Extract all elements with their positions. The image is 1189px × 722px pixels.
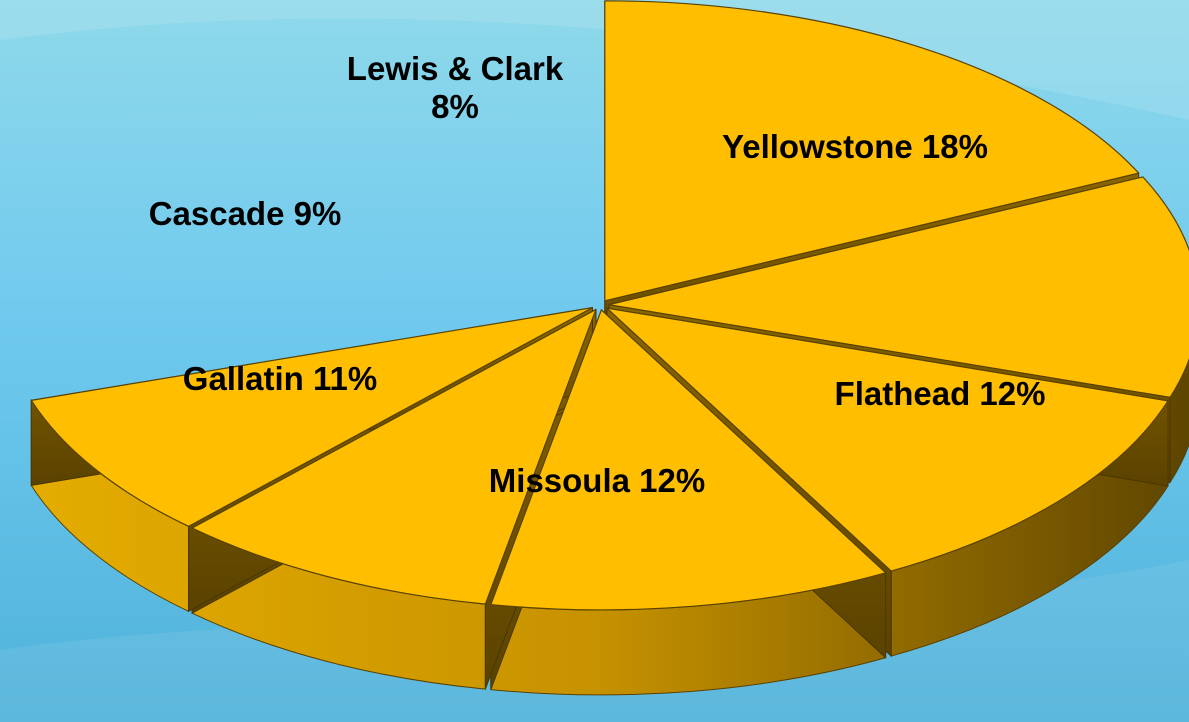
pie-slice-cascade: [191, 308, 597, 605]
pie-slice-flathead: [608, 176, 1189, 398]
pie-slice-gallatin: [490, 309, 887, 611]
pie-slice-lewis-and-clark: [30, 307, 594, 527]
pie-slice-yellowstone: [604, 0, 1140, 302]
slice-label-cascade: Cascade 9%: [149, 195, 342, 232]
pie-slice-missoula: [606, 307, 1169, 572]
slice-labels: Yellowstone 18% Flathead 12% Missoula 12% G…: [149, 50, 1046, 499]
slice-label-gallatin: Gallatin 11%: [183, 360, 377, 397]
slice-label-lewis-and-clark: Lewis & Clark 8%: [347, 50, 564, 125]
background-swoosh: [0, 0, 1189, 120]
slice-label-missoula: Missoula 12%: [489, 462, 705, 499]
slice-label-yellowstone: Yellowstone 18%: [722, 128, 988, 165]
slice-label-flathead: Flathead 12%: [835, 375, 1046, 412]
slice-tops: [30, 0, 1189, 611]
